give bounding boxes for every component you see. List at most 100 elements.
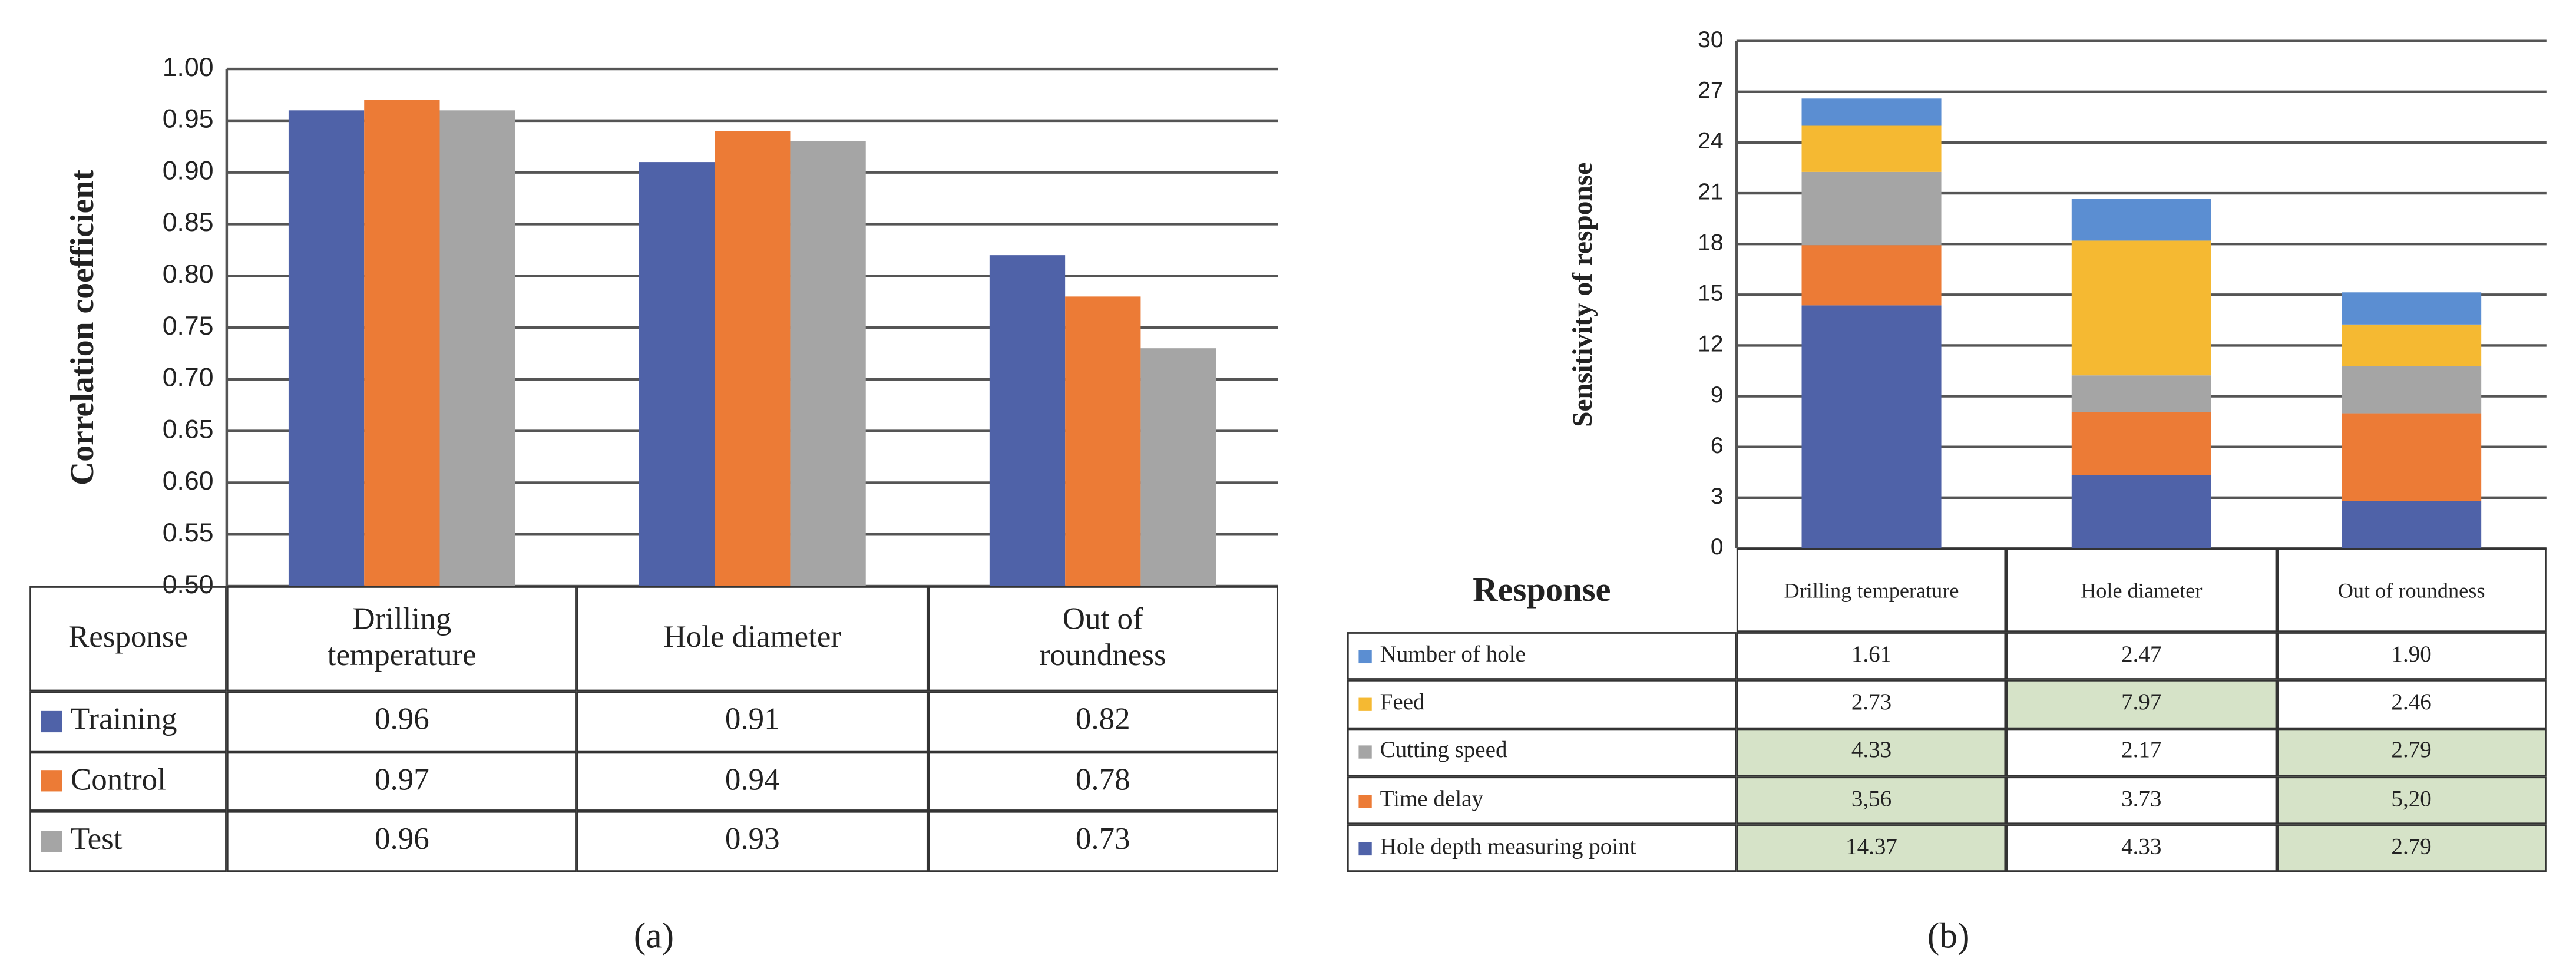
y-tick-label: 30 xyxy=(1698,27,1723,52)
legend-label: Time delay xyxy=(1380,787,1484,812)
table-cell: 14.37 xyxy=(1736,824,2007,873)
table-cell: 0.96 xyxy=(226,811,577,871)
legend-marker xyxy=(41,830,62,852)
category-header: Out of roundness xyxy=(927,586,1278,692)
y-tick-label: 27 xyxy=(1698,78,1723,103)
bar xyxy=(439,110,515,587)
y-tick-label: 6 xyxy=(1711,433,1724,458)
legend-label: Cutting speed xyxy=(1380,739,1507,764)
legend-label: Test xyxy=(70,823,123,858)
bar-segment xyxy=(1801,305,1942,548)
legend-label: Hole depth measuring point xyxy=(1380,835,1636,861)
y-axis-label: Correlation coefficient xyxy=(64,170,101,485)
bar-segment xyxy=(2071,412,2211,475)
y-tick-label: 3 xyxy=(1711,484,1724,509)
category-header: Hole diameter xyxy=(2006,548,2277,633)
bar xyxy=(639,162,715,587)
table-cell: 4.33 xyxy=(1736,728,2007,777)
y-tick-label: 1.00 xyxy=(163,53,214,82)
legend-entry: Training xyxy=(29,691,227,752)
legend-entry: Control xyxy=(29,751,227,811)
y-tick-label: 15 xyxy=(1698,281,1723,306)
legend-entry: Time delay xyxy=(1347,776,1737,825)
table-cell: 4.33 xyxy=(2006,824,2277,873)
y-tick-label: 0.95 xyxy=(163,105,214,134)
category-header: Drilling temperature xyxy=(1736,548,2007,633)
bar-segment xyxy=(2071,240,2211,376)
legend-label: Feed xyxy=(1380,691,1425,716)
legend-label: Control xyxy=(70,763,166,798)
y-tick-label: 0.50 xyxy=(163,570,214,599)
y-tick-label: 12 xyxy=(1698,332,1723,357)
legend-marker xyxy=(41,770,62,792)
legend-entry: Feed xyxy=(1347,680,1737,729)
y-tick-label: 0.75 xyxy=(163,312,214,340)
bar-segment xyxy=(2342,324,2482,366)
legend-entry: Cutting speed xyxy=(1347,728,1737,777)
legend-entry: Hole depth measuring point xyxy=(1347,824,1737,873)
legend-entry: Number of hole xyxy=(1347,632,1737,680)
bar xyxy=(715,131,791,587)
y-axis-label: Sensitivity of response xyxy=(1568,163,1598,427)
table-cell: 3,56 xyxy=(1736,776,2007,825)
bar-segment xyxy=(2071,475,2211,548)
bar-segment xyxy=(2071,375,2211,412)
y-tick-label: 21 xyxy=(1698,179,1723,204)
legend-label: Training xyxy=(70,703,177,738)
legend-label: Number of hole xyxy=(1380,643,1526,668)
caption: (a) xyxy=(634,915,674,956)
y-tick-label: 0.65 xyxy=(163,415,214,444)
bar-segment xyxy=(2342,366,2482,414)
bar xyxy=(989,255,1066,587)
bar-segment xyxy=(1801,245,1942,306)
bar xyxy=(288,110,365,587)
legend-marker xyxy=(1358,842,1372,855)
table-cell: 0.97 xyxy=(226,751,577,811)
table-cell: 7.97 xyxy=(2006,680,2277,729)
legend-marker xyxy=(1358,746,1372,759)
caption: (b) xyxy=(1927,915,1970,956)
y-tick-label: 0.70 xyxy=(163,363,214,392)
bar-segment xyxy=(2342,501,2482,548)
table-cell: 5,20 xyxy=(2276,776,2547,825)
y-tick-label: 0.90 xyxy=(163,156,214,185)
y-tick-label: 18 xyxy=(1698,230,1723,255)
table-cell: 2.73 xyxy=(1736,680,2007,729)
table-cell: 0.82 xyxy=(927,691,1278,752)
y-tick-label: 0.60 xyxy=(163,467,214,495)
table-cell: 2.46 xyxy=(2276,680,2547,729)
category-header: Drilling temperature xyxy=(226,586,577,692)
table-header: Response xyxy=(29,586,227,692)
table-cell: 0.73 xyxy=(927,811,1278,871)
table-cell: 1.90 xyxy=(2276,632,2547,680)
legend-marker xyxy=(1358,649,1372,663)
bar xyxy=(1065,296,1141,587)
table-cell: 3.73 xyxy=(2006,776,2277,825)
bar xyxy=(364,100,440,587)
table-cell: 2.17 xyxy=(2006,728,2277,777)
y-tick-label: 0 xyxy=(1711,534,1724,560)
legend-marker xyxy=(41,710,62,732)
table-cell: 2.79 xyxy=(2276,728,2547,777)
table-header: Response xyxy=(1473,570,1611,610)
y-tick-label: 24 xyxy=(1698,128,1723,154)
table-cell: 0.78 xyxy=(927,751,1278,811)
legend-entry: Test xyxy=(29,811,227,871)
bar xyxy=(1140,348,1216,587)
bar xyxy=(790,141,866,587)
legend-marker xyxy=(1358,697,1372,711)
y-tick-label: 9 xyxy=(1711,382,1724,408)
table-cell: 0.91 xyxy=(577,691,928,752)
y-tick-label: 0.55 xyxy=(163,518,214,547)
bar-segment xyxy=(2342,413,2482,501)
table-cell: 0.93 xyxy=(577,811,928,871)
bar-segment xyxy=(2071,199,2211,241)
bar-segment xyxy=(2342,292,2482,325)
table-cell: 0.96 xyxy=(226,691,577,752)
y-tick-label: 0.85 xyxy=(163,208,214,237)
y-tick-label: 0.80 xyxy=(163,260,214,289)
table-cell: 2.79 xyxy=(2276,824,2547,873)
bar-segment xyxy=(1801,171,1942,246)
